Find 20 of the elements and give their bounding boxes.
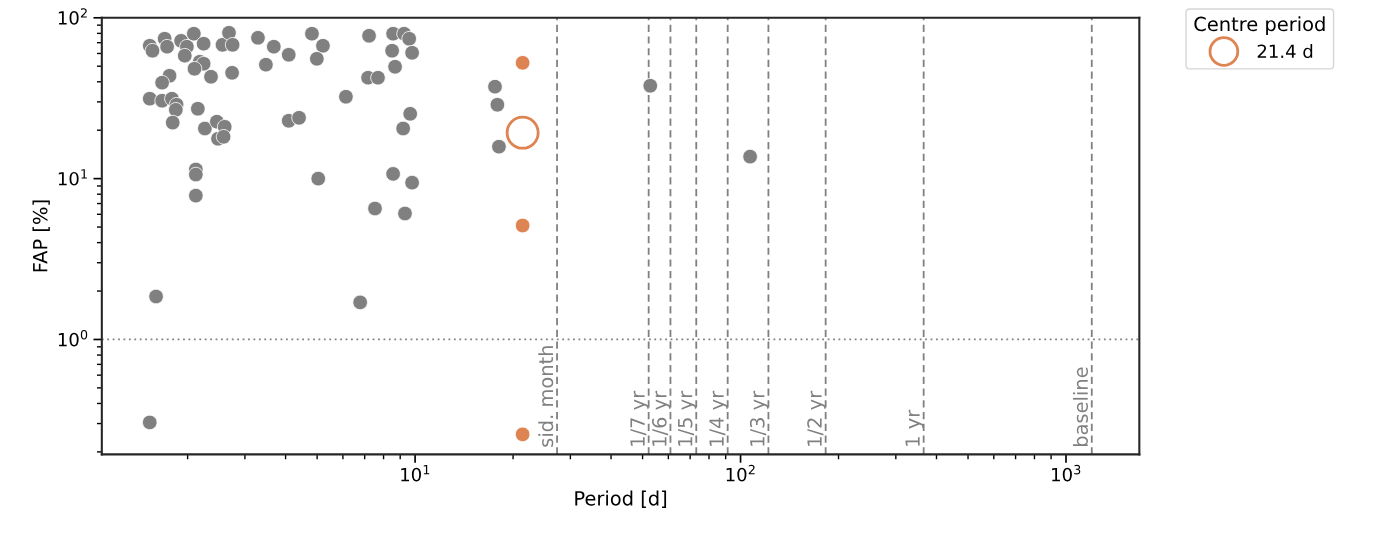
- legend-title: Centre period: [1194, 16, 1325, 36]
- ref-line-label: 1/4 yr: [709, 390, 728, 446]
- ref-line-label: 1/3 yr: [749, 390, 769, 446]
- ref-line-label: sid. month: [538, 346, 554, 447]
- ref-line-label: 1/2 yr: [807, 390, 826, 446]
- legend-label: 21.4 d: [1257, 44, 1313, 59]
- y-tick-label: 10$^{1}$: [58, 169, 87, 186]
- x-tick-label: 10$^{1}$: [401, 465, 430, 482]
- y-tick-label: 10$^{0}$: [58, 329, 88, 347]
- ref-line-label: baseline: [1072, 367, 1088, 447]
- ref-line-label: 1/5 yr: [678, 390, 697, 446]
- y-axis-title: FAP [%]: [32, 200, 50, 272]
- ref-line-label: 1/6 yr: [651, 390, 671, 446]
- y-tick-label: 10$^{2}$: [58, 8, 87, 25]
- x-tick-label: 10$^{2}$: [726, 464, 755, 482]
- x-axis-title: Period [d]: [575, 490, 667, 508]
- ref-line-label: 1/7 yr: [630, 390, 649, 446]
- x-tick-label: 10$^{3}$: [1052, 464, 1081, 482]
- ref-line-label: 1 yr: [905, 409, 924, 446]
- point: [505, 115, 540, 150]
